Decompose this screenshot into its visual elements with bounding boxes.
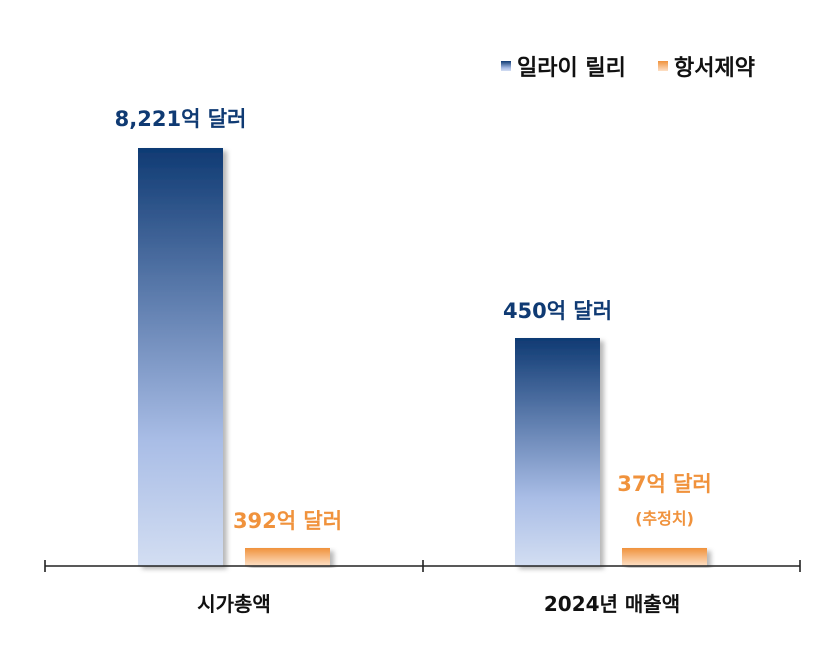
data-label-lilly-revenue: 450억 달러 — [503, 299, 612, 323]
bar-lilly-revenue — [515, 338, 600, 566]
x-axis — [44, 560, 801, 572]
data-note-hengrui-revenue-estimate: (추정치) — [635, 509, 694, 528]
legend-swatch-lilly — [501, 61, 511, 71]
data-label-lilly-market-cap: 8,221억 달러 — [115, 107, 247, 131]
bar-hengrui-revenue — [622, 548, 707, 566]
legend: 일라이 릴리 항서제약 — [501, 56, 755, 81]
legend-swatch-hengrui — [658, 61, 668, 71]
bar-lilly-market-cap — [138, 148, 223, 566]
x-tick-label-revenue-2024: 2024년 매출액 — [544, 592, 680, 616]
data-label-hengrui-market-cap: 392억 달러 — [233, 509, 342, 533]
data-label-hengrui-revenue: 37억 달러 — [617, 472, 712, 496]
legend-label-lilly: 일라이 릴리 — [517, 56, 626, 81]
bar-hengrui-market-cap — [245, 548, 330, 566]
x-tick-label-market-cap: 시가총액 — [197, 592, 271, 616]
legend-label-hengrui: 항서제약 — [674, 56, 755, 81]
